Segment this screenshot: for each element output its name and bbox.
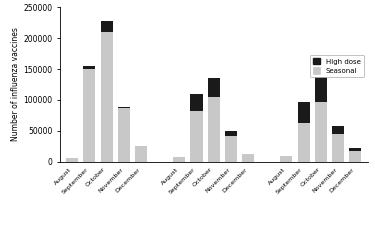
Bar [208, 97, 220, 162]
Bar [332, 126, 344, 134]
Bar [173, 157, 185, 162]
Bar [280, 156, 292, 162]
Bar [225, 136, 237, 162]
Bar [242, 154, 254, 162]
Bar [100, 21, 113, 32]
Y-axis label: Number of influenza vaccines: Number of influenza vaccines [12, 28, 21, 141]
Bar [66, 158, 78, 162]
Bar [332, 134, 344, 162]
Bar [83, 66, 95, 69]
Bar [315, 102, 327, 162]
Legend: High dose, Seasonal: High dose, Seasonal [310, 55, 364, 77]
Bar [190, 94, 202, 111]
Bar [208, 78, 220, 97]
Bar [118, 107, 130, 108]
Bar [350, 148, 361, 151]
Bar [297, 124, 310, 162]
Bar [350, 151, 361, 162]
Bar [297, 102, 310, 124]
Bar [315, 73, 327, 102]
Bar [190, 111, 202, 162]
Bar [83, 69, 95, 162]
Bar [225, 131, 237, 136]
Bar [100, 32, 113, 162]
Bar [135, 146, 147, 162]
Bar [118, 108, 130, 162]
